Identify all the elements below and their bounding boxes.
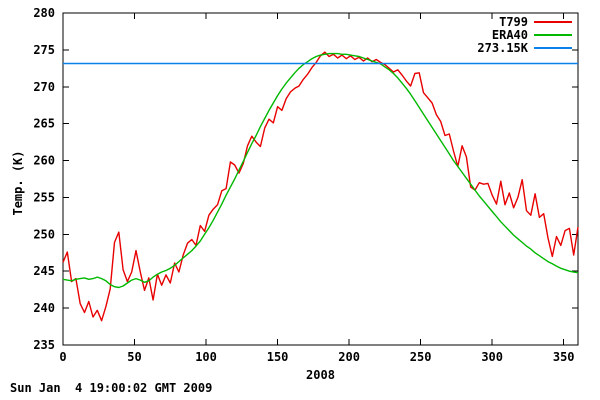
x-tick-label: 300 — [481, 350, 503, 364]
y-tick-label: 265 — [33, 117, 55, 131]
x-tick-label: 0 — [59, 350, 66, 364]
plot-timestamp: Sun Jan 4 19:00:02 GMT 2009 — [10, 381, 213, 395]
legend: T799 ERA40 273.15K — [477, 16, 572, 54]
x-axis-label: 2008 — [306, 368, 335, 382]
series-lines — [62, 51, 579, 322]
x-tick-label: 150 — [267, 350, 289, 364]
x-tick-label: 100 — [195, 350, 217, 364]
legend-line-sample-t799 — [534, 21, 572, 23]
x-tick-label: 50 — [127, 350, 141, 364]
y-tick-label: 235 — [33, 338, 55, 352]
series-line-era40 — [62, 52, 579, 289]
legend-label-era40: ERA40 — [491, 28, 528, 42]
y-tick-label: 245 — [33, 264, 55, 278]
legend-item-era40: ERA40 — [477, 29, 572, 41]
legend-line-sample-freezing — [534, 47, 572, 49]
y-axis-label: Temp. (K) — [11, 150, 25, 216]
y-tick-label: 250 — [33, 227, 55, 241]
y-tick-label: 270 — [33, 80, 55, 94]
x-tick-label: 250 — [410, 350, 432, 364]
y-tick-label: 275 — [33, 43, 55, 57]
x-tick-label: 350 — [553, 350, 575, 364]
y-tick-label: 280 — [33, 6, 55, 20]
axis-tick-labels: 0 50 100 150 200 250 300 350 235 240 245 250 255 260 2… — [33, 6, 574, 364]
y-tick-label: 260 — [33, 154, 55, 168]
plot-area-outline — [62, 12, 579, 346]
legend-label-freezing: 273.15K — [477, 41, 528, 55]
x-tick-label: 200 — [338, 350, 360, 364]
legend-item-t799: T799 — [477, 16, 572, 28]
plot-border — [62, 12, 579, 346]
y-tick-label: 240 — [33, 301, 55, 315]
legend-label-t799: T799 — [499, 15, 528, 29]
y-tick-label: 255 — [33, 190, 55, 204]
legend-line-sample-era40 — [534, 34, 572, 36]
legend-item-freezing: 273.15K — [477, 42, 572, 54]
